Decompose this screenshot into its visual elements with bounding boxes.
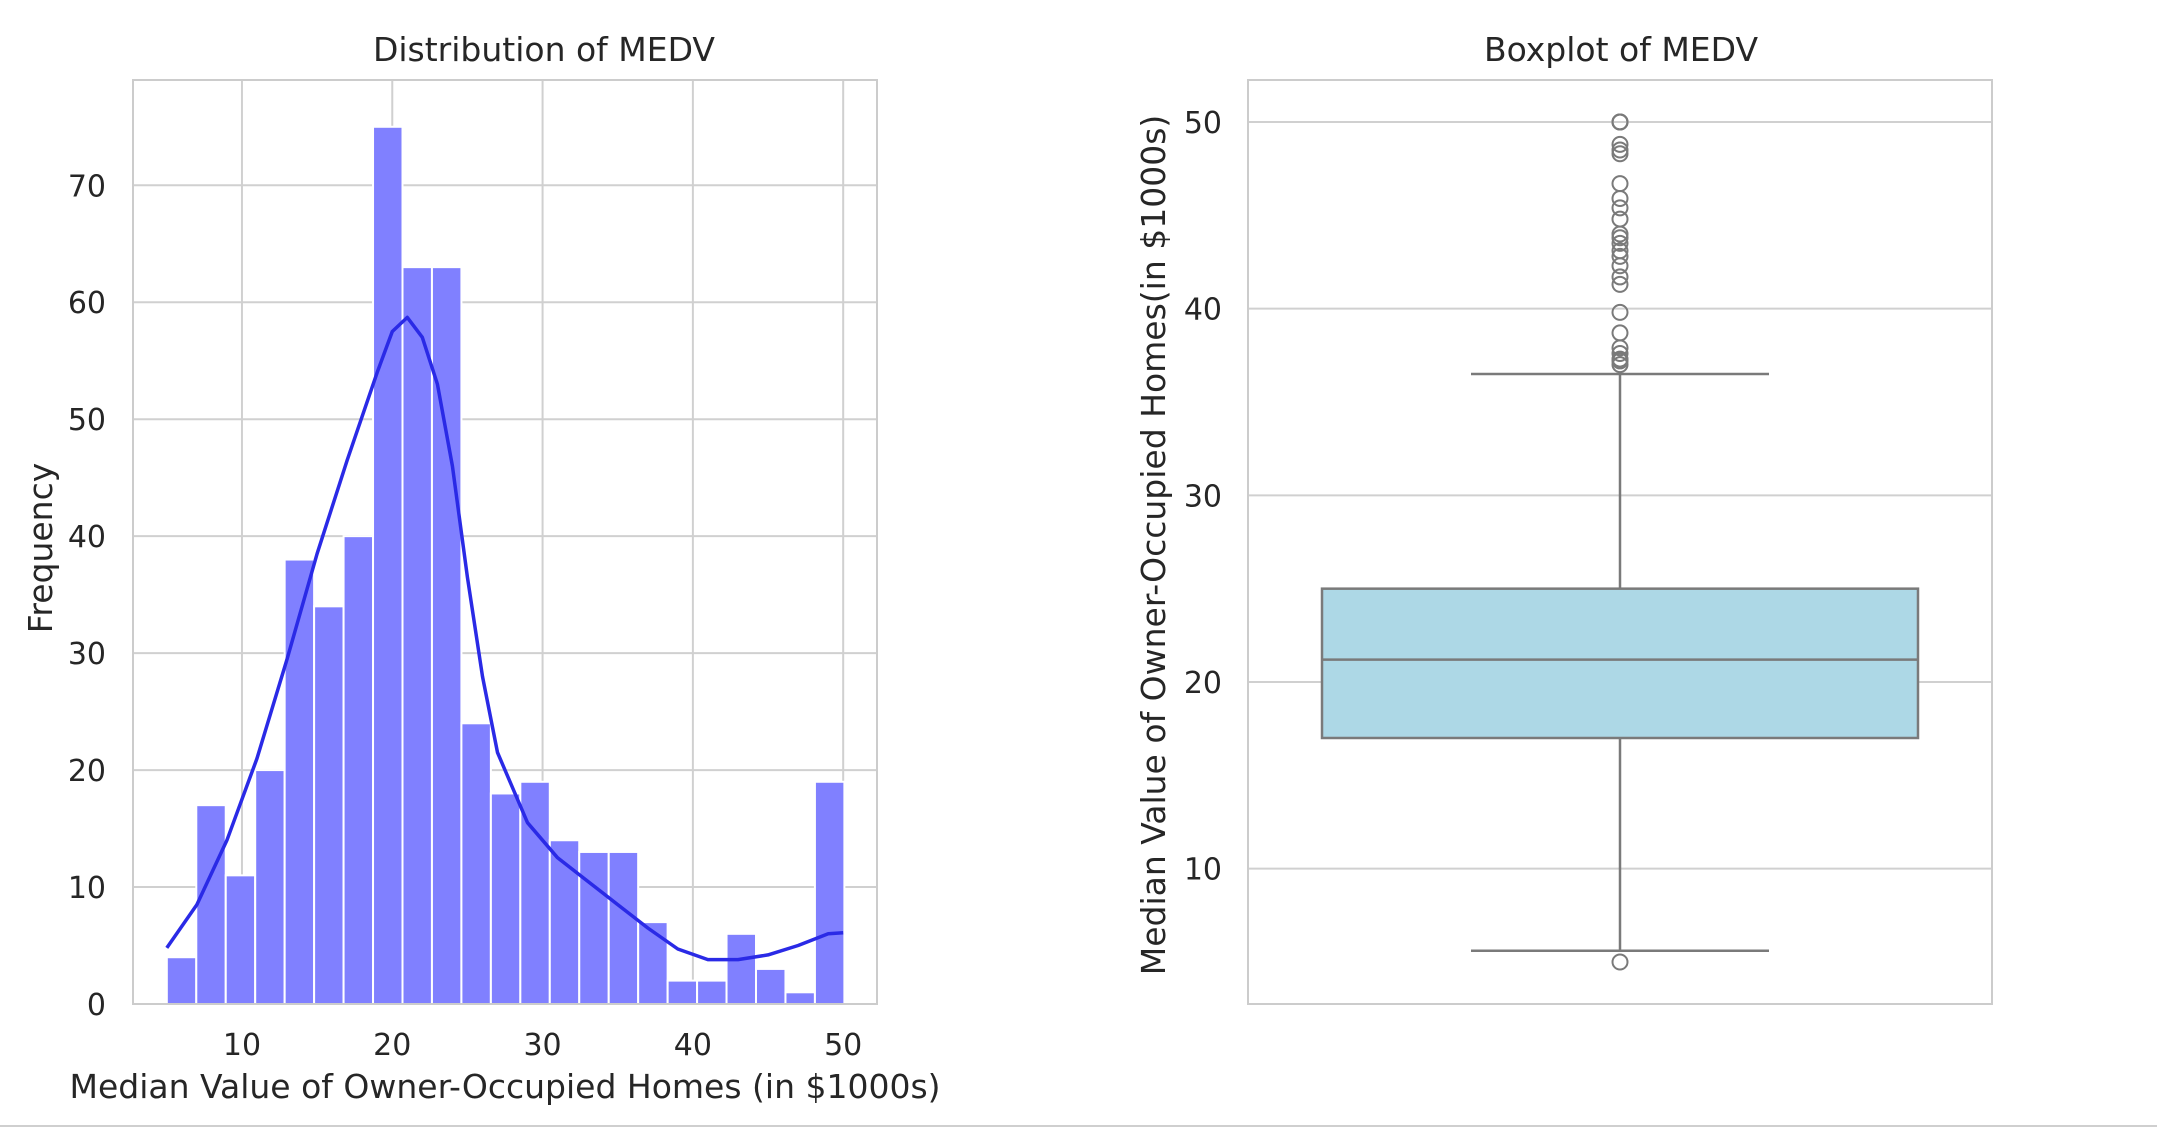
outlier-point: [1611, 234, 1629, 252]
histogram-bar: [460, 722, 492, 1005]
outlier-point: [1611, 257, 1629, 275]
y-tick-label: 0: [87, 988, 106, 1023]
histogram-bar: [548, 839, 581, 1006]
boxplot-frame: [1247, 79, 1993, 1005]
histogram-bar: [254, 769, 286, 1005]
y-tick-label: 30: [68, 637, 106, 672]
y-tick-label: 60: [68, 286, 106, 321]
histogram-panel: 10 20 30 40 50 0 10 20 30 40 50 60 70 Distribution …: [21, 30, 941, 1106]
histogram-title: Distribution of MEDV: [373, 30, 715, 69]
histogram-bar: [401, 266, 433, 1006]
histogram-bar: [165, 956, 198, 1006]
histogram-bar: [666, 979, 699, 1006]
outlier-point: [1611, 145, 1629, 163]
boxplot-y-axis-label: Median Value of Owner-Occupied Homes(in …: [1134, 115, 1173, 976]
outlier-point: [1611, 175, 1629, 193]
outlier-point: [1611, 190, 1629, 208]
boxplot-body: [1320, 372, 1920, 953]
x-tick-label: 50: [824, 1028, 862, 1063]
outlier-point: [1611, 113, 1629, 131]
y-tick-label: 10: [1184, 853, 1222, 888]
histogram-bar: [372, 125, 404, 1006]
histogram-frame: [132, 79, 878, 1005]
y-tick-label: 20: [68, 754, 106, 789]
x-tick-label: 20: [373, 1028, 411, 1063]
histogram-bar: [725, 932, 758, 1006]
outlier-point: [1611, 229, 1629, 247]
boxplot-outliers: [1611, 113, 1629, 971]
x-tick-label: 40: [674, 1028, 712, 1063]
outlier-point: [1611, 268, 1629, 286]
outlier-point: [1611, 303, 1629, 321]
kde-line: [165, 315, 844, 962]
histogram-bar: [283, 558, 316, 1005]
y-tick-label: 50: [68, 403, 106, 438]
histogram-bar: [195, 804, 227, 1005]
bottom-divider: [0, 1125, 2157, 1127]
x-tick-label: 10: [223, 1028, 261, 1063]
histogram-bars: [165, 125, 846, 1006]
outlier-point: [1611, 210, 1629, 228]
histogram-bar: [637, 921, 669, 1006]
boxplot-y-tick-labels: 10 20 30 40 50: [1184, 106, 1222, 888]
boxplot-panel: 10 20 30 40 50 Boxplot of MEDV Median Value …: [1134, 30, 1993, 1005]
boxplot-title: Boxplot of MEDV: [1484, 30, 1759, 69]
y-tick-label: 40: [1184, 293, 1222, 328]
histogram-bar: [578, 850, 610, 1005]
histogram-bar: [813, 780, 846, 1005]
outlier-point: [1611, 344, 1629, 362]
y-tick-label: 20: [1184, 666, 1222, 701]
histogram-bar: [313, 605, 345, 1005]
outlier-point: [1611, 199, 1629, 217]
histogram-y-axis-label: Frequency: [21, 463, 60, 633]
outlier-point: [1611, 339, 1629, 357]
histogram-y-tick-labels: 0 10 20 30 40 50 60 70: [68, 169, 106, 1023]
histogram-bar: [696, 979, 728, 1006]
outlier-point: [1611, 247, 1629, 265]
outlier-point: [1611, 953, 1629, 971]
y-tick-label: 10: [68, 871, 106, 906]
kde-curve: [165, 315, 844, 962]
histogram-bar: [489, 792, 522, 1006]
outlier-point: [1611, 324, 1629, 342]
y-tick-label: 50: [1184, 106, 1222, 141]
histogram-x-axis-label: Median Value of Owner-Occupied Homes (in…: [69, 1067, 940, 1106]
y-tick-label: 70: [68, 169, 106, 204]
histogram-x-tick-labels: 10 20 30 40 50: [223, 1028, 862, 1063]
histogram-bar: [224, 874, 257, 1006]
y-tick-label: 40: [68, 520, 106, 555]
histogram-bar: [755, 967, 787, 1005]
histogram-bar: [784, 991, 816, 1005]
outlier-point: [1611, 356, 1629, 374]
histogram-bar: [607, 850, 640, 1005]
outlier-point: [1611, 275, 1629, 293]
x-tick-label: 30: [523, 1028, 561, 1063]
histogram-bar: [342, 535, 375, 1006]
outlier-point: [1611, 135, 1629, 153]
y-tick-label: 30: [1184, 479, 1222, 514]
interquartile-box: [1320, 587, 1920, 740]
